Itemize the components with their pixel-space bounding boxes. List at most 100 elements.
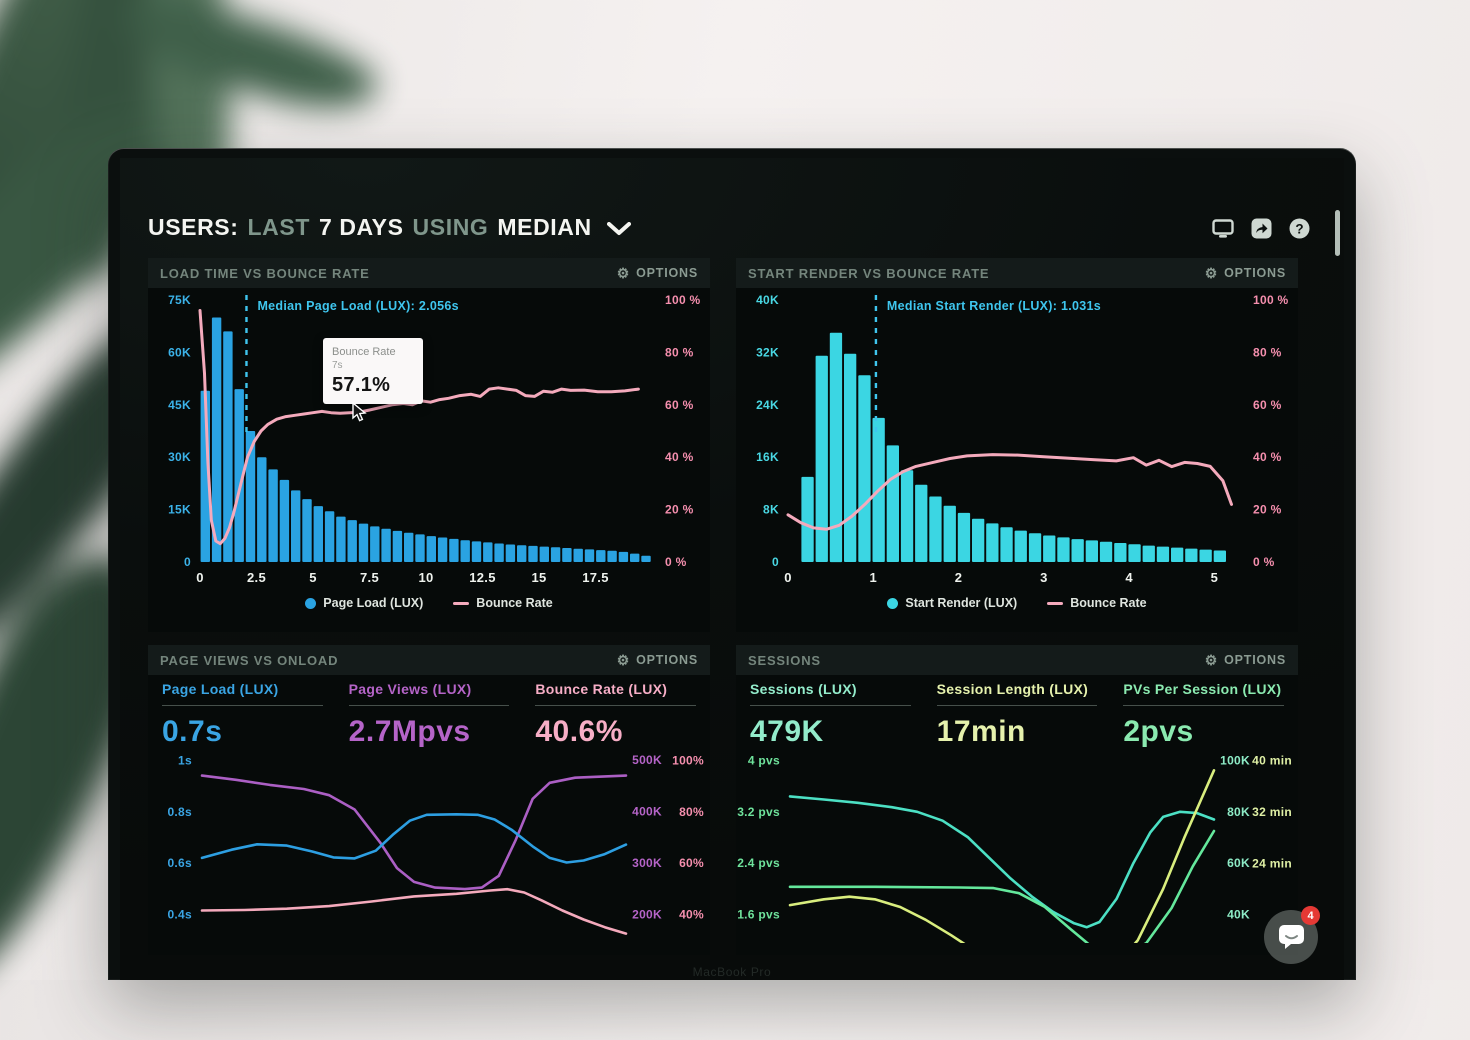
help-icon[interactable]: ? bbox=[1289, 218, 1310, 239]
metric-sessions[interactable]: Sessions (LUX) 479K bbox=[750, 681, 911, 749]
histogram-bar[interactable] bbox=[1114, 543, 1127, 562]
y-axis-tick-right: 60 % bbox=[1253, 398, 1282, 412]
histogram-bar[interactable] bbox=[404, 532, 414, 562]
options-button[interactable]: ⚙ OPTIONS bbox=[1205, 653, 1286, 667]
options-button[interactable]: ⚙ OPTIONS bbox=[1205, 266, 1286, 280]
series-line[interactable] bbox=[200, 813, 628, 864]
histogram-bar[interactable] bbox=[915, 484, 928, 562]
histogram-bar[interactable] bbox=[494, 543, 504, 563]
histogram-bar[interactable] bbox=[539, 546, 549, 562]
histogram-bar[interactable] bbox=[607, 550, 617, 562]
histogram-bar[interactable] bbox=[324, 511, 335, 562]
histogram-bar[interactable] bbox=[1043, 535, 1056, 563]
histogram-bar[interactable] bbox=[426, 536, 436, 562]
histogram-bar[interactable] bbox=[1028, 533, 1042, 562]
histogram-bar[interactable] bbox=[1128, 544, 1141, 562]
scrollbar[interactable] bbox=[1335, 210, 1340, 256]
histogram-bar[interactable] bbox=[1000, 527, 1013, 562]
metric-page-load[interactable]: Page Load (LUX) 0.7s bbox=[162, 681, 323, 749]
histogram-bar[interactable] bbox=[1142, 545, 1155, 562]
histogram-bar[interactable] bbox=[829, 332, 843, 563]
histogram-bar[interactable] bbox=[929, 496, 942, 563]
series-line[interactable] bbox=[788, 829, 1216, 950]
histogram-bar[interactable] bbox=[801, 476, 814, 562]
histogram-bar[interactable] bbox=[313, 506, 323, 562]
histogram-bar[interactable] bbox=[415, 534, 425, 562]
histogram-bar[interactable] bbox=[437, 537, 448, 563]
histogram-bar[interactable] bbox=[1085, 540, 1098, 562]
histogram-bar[interactable] bbox=[1071, 539, 1084, 562]
metric-pvs-per-session[interactable]: PVs Per Session (LUX) 2pvs bbox=[1123, 681, 1285, 749]
histogram-bar[interactable] bbox=[460, 540, 470, 562]
histogram-bar[interactable] bbox=[245, 431, 256, 562]
options-button[interactable]: ⚙ OPTIONS bbox=[617, 653, 698, 667]
histogram-bar[interactable] bbox=[505, 544, 516, 563]
histogram-bar[interactable] bbox=[844, 353, 857, 562]
histogram-bar[interactable] bbox=[630, 553, 640, 562]
histogram-bar[interactable] bbox=[1199, 549, 1212, 562]
histogram-bar[interactable] bbox=[370, 526, 380, 562]
axis-tick: 60K bbox=[1227, 856, 1250, 870]
series-line[interactable] bbox=[200, 774, 628, 891]
histogram-bar[interactable] bbox=[528, 545, 538, 562]
histogram-bar[interactable] bbox=[1099, 541, 1113, 562]
share-icon[interactable] bbox=[1251, 218, 1272, 239]
histogram-bar[interactable] bbox=[347, 520, 357, 562]
histogram-bar[interactable] bbox=[1156, 546, 1170, 562]
histogram-bar[interactable] bbox=[358, 523, 369, 562]
histogram-bar[interactable] bbox=[886, 445, 899, 562]
histogram-bar[interactable] bbox=[550, 547, 561, 562]
histogram-bar[interactable] bbox=[234, 389, 244, 562]
histogram-bar[interactable] bbox=[900, 470, 914, 562]
histogram-bar[interactable] bbox=[943, 505, 956, 562]
dashboard-title[interactable]: USERS: LAST 7 DAYS USING MEDIAN bbox=[148, 214, 631, 241]
chat-widget-button[interactable]: 4 bbox=[1264, 906, 1320, 964]
histogram-bar[interactable] bbox=[573, 548, 583, 562]
histogram-bar[interactable] bbox=[957, 512, 971, 562]
page-views-chart[interactable]: 1s 0.8s 0.6s 0.4s 500K 400K 300K 200K 100% 80% 60%… bbox=[148, 745, 710, 950]
chevron-down-icon[interactable] bbox=[606, 222, 631, 236]
histogram-bar[interactable] bbox=[618, 551, 629, 562]
histogram-bar[interactable] bbox=[291, 490, 301, 562]
start-render-chart[interactable]: Median Start Render (LUX): 1.031s 40K 32K 2… bbox=[736, 290, 1298, 590]
series-line[interactable] bbox=[788, 795, 1216, 929]
histogram-bar[interactable] bbox=[336, 516, 346, 562]
histogram-bar[interactable] bbox=[483, 542, 493, 562]
histogram-bar[interactable] bbox=[211, 317, 222, 563]
metric-session-length[interactable]: Session Length (LUX) 17min bbox=[936, 681, 1098, 749]
histogram-bar[interactable] bbox=[641, 555, 651, 562]
histogram-bar[interactable] bbox=[584, 549, 595, 562]
series-line[interactable] bbox=[788, 769, 1216, 950]
metric-page-views[interactable]: Page Views (LUX) 2.7Mpvs bbox=[348, 681, 510, 749]
histogram-bar[interactable] bbox=[517, 545, 527, 562]
x-axis-tick: 10 bbox=[418, 570, 433, 585]
histogram-bar[interactable] bbox=[223, 331, 233, 562]
histogram-bar[interactable] bbox=[1014, 530, 1027, 562]
histogram-bar[interactable] bbox=[302, 499, 312, 562]
histogram-bar[interactable] bbox=[815, 355, 828, 562]
histogram-bar[interactable] bbox=[279, 479, 290, 562]
metric-bounce-rate[interactable]: Bounce Rate (LUX) 40.6% bbox=[535, 681, 697, 749]
histogram-bar[interactable] bbox=[257, 457, 267, 562]
histogram-bar[interactable] bbox=[562, 548, 572, 562]
bounce-rate-line[interactable] bbox=[786, 453, 1233, 531]
histogram-bar[interactable] bbox=[449, 538, 459, 562]
load-time-chart[interactable]: Median Page Load (LUX): 2.056s 75K 60K 45K 3… bbox=[148, 290, 710, 590]
histogram-bar[interactable] bbox=[1057, 537, 1070, 562]
bounce-rate-line[interactable] bbox=[198, 309, 640, 546]
display-icon[interactable] bbox=[1212, 218, 1234, 239]
histogram-bar[interactable] bbox=[986, 523, 999, 562]
histogram-bar[interactable] bbox=[858, 375, 871, 562]
series-line[interactable] bbox=[200, 887, 628, 935]
histogram-bar[interactable] bbox=[1171, 547, 1184, 562]
histogram-bar[interactable] bbox=[972, 518, 985, 562]
histogram-bar[interactable] bbox=[1185, 548, 1198, 562]
histogram-bar[interactable] bbox=[1213, 550, 1226, 563]
options-button[interactable]: ⚙ OPTIONS bbox=[617, 266, 698, 280]
histogram-bar[interactable] bbox=[392, 530, 403, 562]
histogram-bar[interactable] bbox=[268, 469, 278, 562]
histogram-bar[interactable] bbox=[471, 541, 482, 562]
histogram-bar[interactable] bbox=[596, 550, 606, 562]
histogram-bar[interactable] bbox=[381, 528, 391, 562]
sessions-chart[interactable]: 4 pvs 3.2 pvs 2.4 pvs 1.6 pvs 100K 80K 60K 40K 4… bbox=[736, 745, 1298, 950]
